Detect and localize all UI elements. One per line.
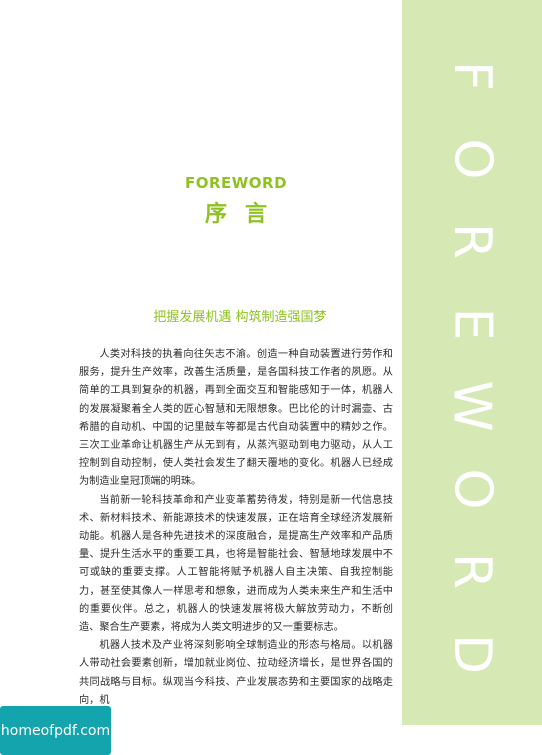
- side-letter: F: [441, 61, 502, 91]
- paragraph: 当前新一轮科技革命和产业变革蓄势待发，特别是新一代信息技术、新材料技术、新能源技…: [79, 494, 393, 634]
- paragraph: 人类对科技的执着向往矢志不渝。创造一种自动装置进行劳作和服务，提升生产效率，改善…: [79, 349, 393, 488]
- page-title-english: FOREWORD: [184, 174, 288, 192]
- page-title-chinese: 序言: [204, 201, 285, 227]
- side-letter: R: [441, 223, 502, 260]
- side-letter: O: [442, 138, 502, 180]
- side-letter: R: [441, 553, 502, 590]
- side-letter: D: [441, 633, 502, 674]
- side-letter: E: [441, 307, 502, 341]
- watermark-link[interactable]: homeofpdf.com: [0, 706, 111, 755]
- side-color-band: [402, 0, 542, 725]
- side-letter: O: [442, 468, 502, 510]
- vertical-foreword-lettering: F O R E W O R D: [402, 50, 542, 680]
- section-subtitle: 把握发展机遇 构筑制造强国梦: [153, 310, 327, 325]
- paragraph: 机器人技术及产业将深刻影响全球制造业的形态与格局。以机器人带动社会要素创新，增加…: [79, 640, 393, 706]
- side-letter: W: [441, 380, 502, 432]
- body-text: 人类对科技的执着向往矢志不渝。创造一种自动装置进行劳作和服务，提升生产效率，改善…: [79, 346, 393, 710]
